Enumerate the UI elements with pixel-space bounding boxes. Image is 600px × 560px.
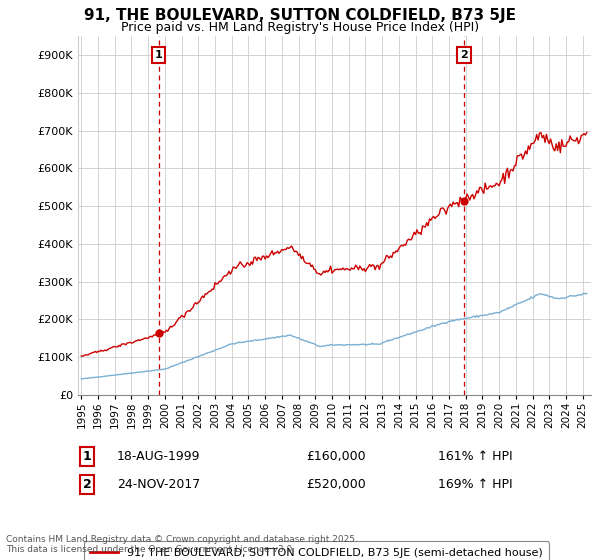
Text: 2: 2 — [83, 478, 91, 491]
Text: Contains HM Land Registry data © Crown copyright and database right 2025.
This d: Contains HM Land Registry data © Crown c… — [6, 535, 358, 554]
Text: £160,000: £160,000 — [306, 450, 365, 463]
Text: £520,000: £520,000 — [306, 478, 366, 491]
Text: 91, THE BOULEVARD, SUTTON COLDFIELD, B73 5JE: 91, THE BOULEVARD, SUTTON COLDFIELD, B73… — [84, 8, 516, 24]
Legend: 91, THE BOULEVARD, SUTTON COLDFIELD, B73 5JE (semi-detached house), HPI: Average: 91, THE BOULEVARD, SUTTON COLDFIELD, B73… — [83, 542, 550, 560]
Text: 18-AUG-1999: 18-AUG-1999 — [117, 450, 200, 463]
Text: 169% ↑ HPI: 169% ↑ HPI — [438, 478, 512, 491]
Text: 1: 1 — [83, 450, 91, 463]
Text: 2: 2 — [460, 50, 468, 60]
Text: 161% ↑ HPI: 161% ↑ HPI — [438, 450, 512, 463]
Text: 24-NOV-2017: 24-NOV-2017 — [117, 478, 200, 491]
Text: 1: 1 — [155, 50, 163, 60]
Text: Price paid vs. HM Land Registry's House Price Index (HPI): Price paid vs. HM Land Registry's House … — [121, 21, 479, 34]
